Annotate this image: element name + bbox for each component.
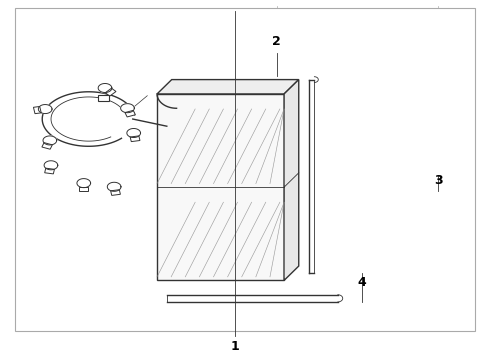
Text: 3: 3 [434,174,442,186]
Bar [98,95,109,101]
Polygon shape [44,161,58,170]
Polygon shape [111,190,121,195]
Polygon shape [42,143,52,149]
Polygon shape [157,94,284,280]
Polygon shape [107,182,121,191]
Polygon shape [121,104,134,113]
Polygon shape [157,80,299,94]
Polygon shape [98,84,112,93]
Polygon shape [45,168,54,174]
Polygon shape [33,107,41,114]
Text: 2: 2 [272,35,281,49]
Polygon shape [77,179,91,188]
Polygon shape [130,136,140,141]
Polygon shape [125,111,135,117]
Polygon shape [105,88,116,96]
Text: 4: 4 [358,276,367,289]
Polygon shape [38,104,52,113]
Text: 1: 1 [231,340,240,353]
Polygon shape [284,80,299,280]
Polygon shape [127,129,141,138]
Polygon shape [79,186,88,191]
Polygon shape [43,136,57,145]
